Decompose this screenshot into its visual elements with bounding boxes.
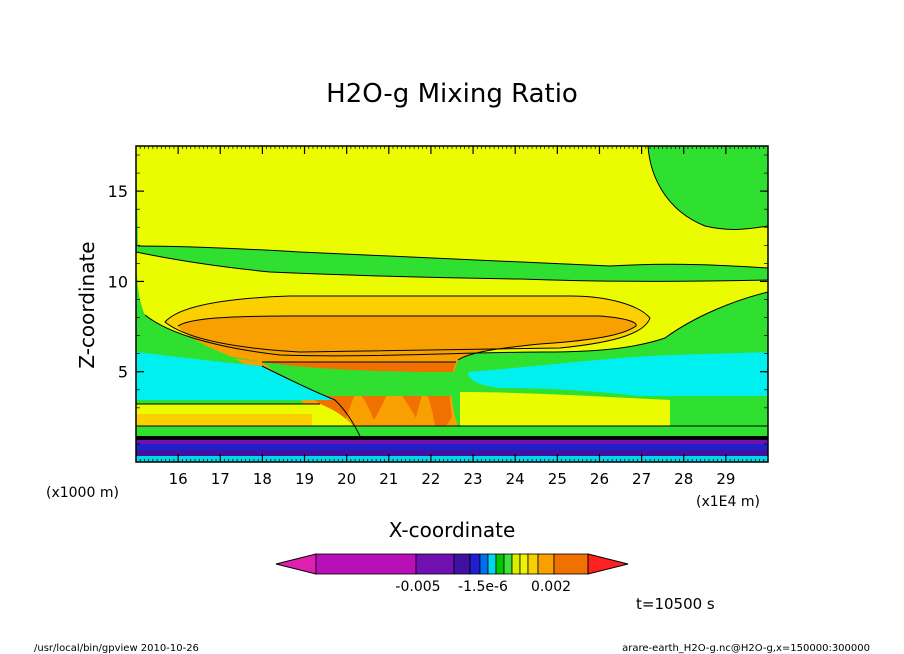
x-tick-label: 29 <box>716 470 735 488</box>
x-tick-label: 16 <box>169 470 188 488</box>
band-near-ground-green <box>136 426 768 436</box>
colorbar-segment <box>415 553 455 575</box>
colorbar-tick-label: -0.005 <box>395 579 440 595</box>
colorbar-segment <box>495 553 505 575</box>
colorbar-segment <box>537 553 555 575</box>
x-tick-label: 22 <box>421 470 440 488</box>
x-tick-label: 24 <box>506 470 525 488</box>
band-cyan-right <box>468 352 768 396</box>
x-axis-label: X-coordinate <box>389 518 516 542</box>
colorbar-segment <box>511 553 521 575</box>
colorbar-segment <box>453 553 471 575</box>
colorbar-tick-labels: -0.005 -1.5e-6 0.002 <box>395 579 571 595</box>
contour-lines <box>136 146 768 437</box>
band-ground-line <box>136 436 768 440</box>
colorbar-segment <box>487 553 497 575</box>
chart-title: H2O-g Mixing Ratio <box>326 79 578 109</box>
colorbar-segment <box>469 553 481 575</box>
footer-left: /usr/local/bin/gpview 2010-10-26 <box>34 643 199 654</box>
band-low-yellow-right <box>460 392 670 436</box>
band-ground-purple-low <box>136 450 768 456</box>
colorbar-high-extension <box>587 553 629 575</box>
footer-right: arare-earth_H2O-g.nc@H2O-g,x=150000:3000… <box>622 643 870 654</box>
x-tick-label: 17 <box>211 470 230 488</box>
colorbar-tick-label: -1.5e-6 <box>458 579 508 595</box>
colorbar-segment <box>519 553 529 575</box>
colorbar-low-extension <box>275 553 317 575</box>
y-axis-label: Z-coordinate <box>75 241 99 368</box>
y-axis-ticks: 5 10 15 <box>108 154 768 445</box>
x-tick-label: 21 <box>379 470 398 488</box>
x-tick-label: 28 <box>674 470 693 488</box>
band-upper-yellow <box>136 146 768 268</box>
time-label: t=10500 s <box>636 595 715 613</box>
x-tick-label: 19 <box>295 470 314 488</box>
colorbar-segment <box>315 553 417 575</box>
colorbar-segment <box>527 553 539 575</box>
y-tick-label: 15 <box>108 182 128 201</box>
plot-area <box>136 146 768 462</box>
colorbar-segment <box>503 553 513 575</box>
x-tick-label: 20 <box>337 470 356 488</box>
x-tick-label: 26 <box>590 470 609 488</box>
colorbar-segment <box>553 553 589 575</box>
y-tick-label: 5 <box>118 363 128 382</box>
y-unit-label: (x1000 m) <box>46 485 119 501</box>
x-tick-label: 23 <box>464 470 483 488</box>
band-ground-blue <box>136 444 768 450</box>
x-tick-label: 25 <box>548 470 567 488</box>
colorbar <box>275 553 629 575</box>
x-tick-label: 18 <box>253 470 272 488</box>
colorbar-tick-label: 0.002 <box>531 579 571 595</box>
band-cyan <box>136 352 335 400</box>
y-tick-label: 10 <box>108 272 128 291</box>
x-unit-label: (x1E4 m) <box>696 494 760 510</box>
colorbar-segment <box>479 553 489 575</box>
x-tick-label: 27 <box>632 470 651 488</box>
x-axis-ticks: 16 17 18 19 20 21 22 23 24 25 26 27 28 29 <box>135 146 769 488</box>
